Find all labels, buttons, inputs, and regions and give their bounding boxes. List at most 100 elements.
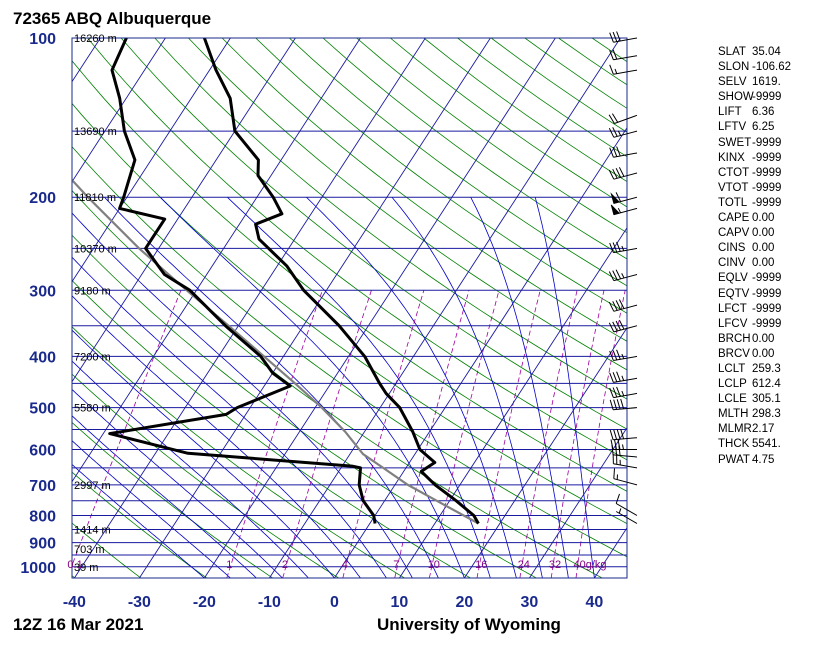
wind-barb-feather bbox=[615, 269, 622, 280]
temperature-tick-label: 40 bbox=[586, 594, 604, 611]
wind-barb-feather bbox=[608, 322, 615, 333]
wind-barb-feather bbox=[609, 147, 614, 158]
wind-barb bbox=[609, 146, 638, 158]
index-row: EQLV -9999 bbox=[718, 271, 823, 286]
pressure-tick-label: 700 bbox=[29, 478, 56, 495]
wind-barb-feather bbox=[618, 299, 625, 309]
moist-adiabat-line bbox=[227, 196, 491, 578]
index-key: KINX bbox=[718, 151, 745, 164]
index-key: TOTL bbox=[718, 196, 748, 209]
index-row: PWAT 4.75 bbox=[718, 453, 823, 468]
wind-barb-feather bbox=[612, 31, 618, 42]
index-row: TOTL -9999 bbox=[718, 196, 823, 211]
moist-adiabat-line bbox=[72, 463, 205, 578]
wind-barb-feather bbox=[616, 31, 621, 42]
dry-adiabat-line bbox=[289, 38, 627, 287]
wind-barb bbox=[609, 371, 638, 383]
index-value: 35.04 bbox=[752, 46, 781, 58]
dry-adiabat-line bbox=[255, 38, 627, 314]
moist-adiabat-line bbox=[306, 196, 517, 578]
dry-adiabat-line bbox=[72, 190, 603, 578]
wind-barb-feather bbox=[620, 428, 625, 440]
index-key: SWET bbox=[718, 136, 752, 149]
index-row: SELV 1619. bbox=[718, 75, 823, 90]
index-value: -9999 bbox=[752, 302, 782, 315]
index-key: LCLP bbox=[718, 378, 747, 391]
wind-barb-half-feather bbox=[621, 375, 625, 381]
wind-barb-feather bbox=[612, 168, 618, 179]
index-key: SHOW bbox=[718, 91, 754, 104]
dry-adiabat-line bbox=[72, 575, 76, 578]
isobars bbox=[72, 38, 627, 568]
wind-barb-shaft bbox=[613, 392, 638, 399]
dry-adiabat-line bbox=[72, 60, 627, 492]
height-label: 1414 m bbox=[74, 525, 111, 537]
index-key: PWAT bbox=[718, 453, 750, 466]
temperature-tick-label: 20 bbox=[456, 594, 474, 611]
index-row: CAPV 0.00 bbox=[718, 226, 823, 241]
wind-barb bbox=[609, 386, 638, 399]
isotherm-line bbox=[72, 38, 361, 483]
wind-barb-feather bbox=[608, 114, 615, 124]
moist-adiabat-line bbox=[72, 415, 257, 578]
index-key: BRCV bbox=[718, 347, 750, 360]
index-row: VTOT -9999 bbox=[718, 181, 823, 196]
index-key: SELV bbox=[718, 76, 747, 89]
wind-barb-shaft bbox=[613, 274, 638, 282]
wind-barb-half-feather bbox=[617, 207, 622, 214]
isotherm-line bbox=[72, 38, 166, 183]
index-value: 6.36 bbox=[752, 106, 775, 119]
index-key: MLTH bbox=[718, 408, 749, 421]
index-row: KINX -9999 bbox=[718, 151, 823, 166]
index-value: -9999 bbox=[752, 181, 782, 194]
moist-adiabat-line bbox=[72, 256, 387, 578]
moist-adiabat-line bbox=[159, 196, 465, 578]
wind-barb-feather bbox=[611, 113, 619, 123]
wind-barb-feather bbox=[614, 439, 617, 450]
wind-barb-feather bbox=[609, 429, 614, 440]
moist-adiabats bbox=[72, 196, 595, 578]
moist-adiabat-line bbox=[72, 360, 309, 578]
index-value: 1619. bbox=[752, 76, 781, 89]
temperature-tick-label: 0 bbox=[330, 594, 339, 611]
background-lines bbox=[72, 38, 627, 578]
dry-adiabat-line bbox=[154, 38, 627, 400]
wind-barb-feather bbox=[608, 169, 615, 180]
wind-barb-feather bbox=[615, 300, 622, 310]
wind-barb-feather bbox=[613, 429, 618, 440]
height-label: 13690 m bbox=[74, 126, 117, 138]
index-key: LFCV bbox=[718, 317, 748, 330]
wind-barb-feather bbox=[618, 319, 625, 330]
height-label: 5580 m bbox=[74, 403, 111, 415]
wind-barb-half-feather bbox=[614, 68, 618, 74]
wind-barb-feather bbox=[612, 127, 618, 137]
isotherm-line bbox=[74, 38, 426, 578]
wind-barb-shaft bbox=[613, 355, 638, 361]
wind-barb-feather bbox=[616, 349, 621, 360]
index-value: -9999 bbox=[752, 287, 782, 300]
wind-barb-half-feather bbox=[621, 273, 625, 279]
wind-barb-shaft bbox=[613, 377, 638, 383]
stability-indices-panel: SLAT 35.04 SLON -106.62 SELV 1619. SHOW-9999 LI… bbox=[718, 45, 823, 468]
wind-barb-shaft bbox=[613, 172, 638, 180]
pressure-tick-label: 100 bbox=[29, 31, 56, 48]
index-value: 0.00 bbox=[752, 212, 775, 225]
wind-barb-feather bbox=[616, 241, 621, 252]
wind-barb-feather bbox=[615, 167, 622, 178]
wind-barb-shaft bbox=[613, 37, 638, 43]
wind-barb-feather bbox=[612, 387, 618, 398]
mixing-ratio-line bbox=[575, 290, 626, 578]
index-key: CAPV bbox=[718, 227, 750, 240]
wind-barb-feather bbox=[612, 270, 618, 281]
isotherm-line bbox=[529, 427, 627, 578]
moist-adiabat-line bbox=[72, 440, 231, 578]
index-key: MLMR bbox=[718, 423, 752, 436]
mixing-ratio-line bbox=[476, 290, 541, 578]
isotherm-line bbox=[464, 327, 627, 578]
observation-time: 12Z 16 Mar 2021 bbox=[13, 615, 143, 634]
wind-barb-shaft bbox=[614, 114, 638, 124]
temperature-tick-label: -40 bbox=[63, 594, 86, 611]
moist-adiabat-line bbox=[470, 197, 569, 578]
mixing-ratio-label: 7 bbox=[393, 559, 399, 571]
